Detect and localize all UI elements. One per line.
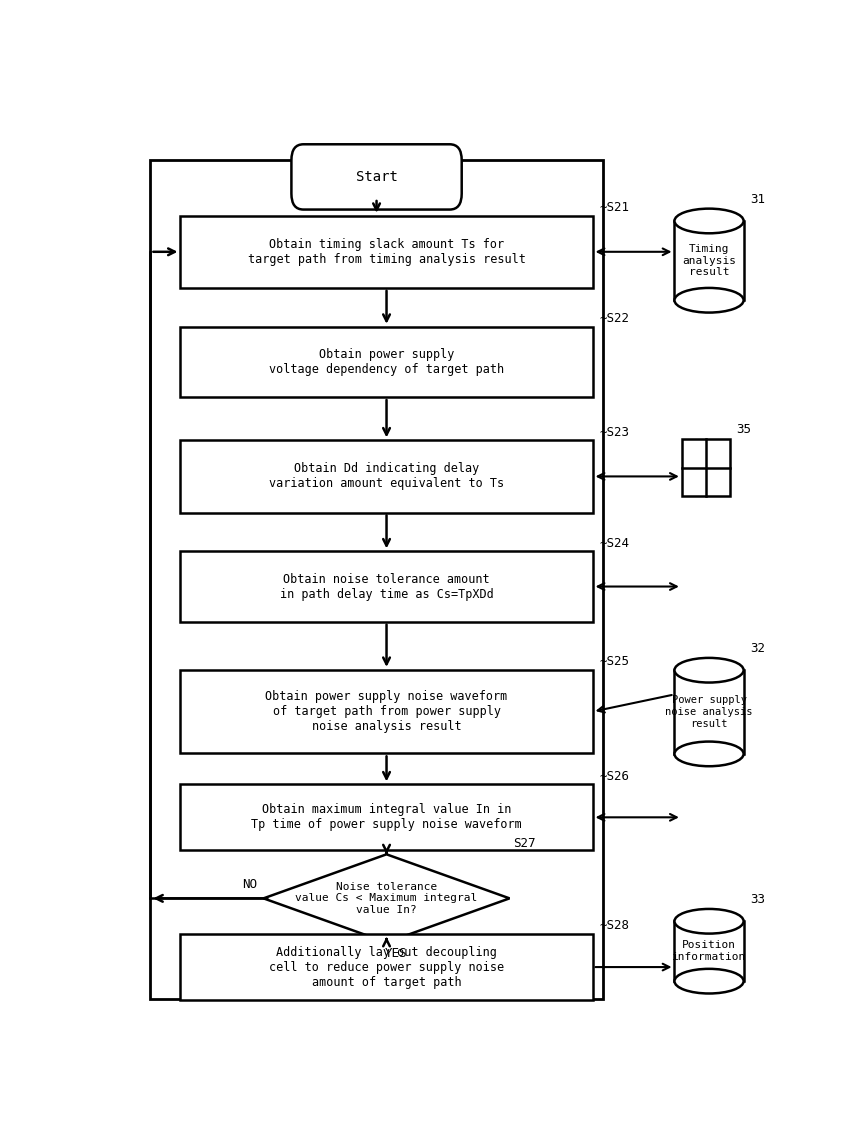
Polygon shape	[263, 855, 510, 943]
Text: ~S22: ~S22	[600, 312, 629, 325]
Ellipse shape	[674, 969, 744, 993]
Text: Start: Start	[355, 170, 397, 184]
Text: ~S26: ~S26	[600, 770, 629, 782]
Text: Timing
analysis
result: Timing analysis result	[682, 244, 736, 277]
FancyBboxPatch shape	[180, 216, 593, 288]
Text: Obtain maximum integral value In in
Tp time of power supply noise waveform: Obtain maximum integral value In in Tp t…	[251, 803, 522, 832]
FancyBboxPatch shape	[292, 144, 462, 209]
FancyBboxPatch shape	[150, 160, 602, 999]
Text: 31: 31	[750, 193, 765, 206]
Ellipse shape	[674, 658, 744, 683]
Ellipse shape	[674, 909, 744, 934]
FancyBboxPatch shape	[682, 439, 729, 496]
Text: 35: 35	[736, 423, 752, 436]
Text: ~S23: ~S23	[600, 426, 629, 438]
Text: ~S25: ~S25	[600, 656, 629, 668]
Text: NO: NO	[242, 879, 257, 891]
Text: Power supply
noise analysis
result: Power supply noise analysis result	[665, 696, 752, 729]
Polygon shape	[674, 921, 744, 982]
Ellipse shape	[674, 741, 744, 766]
Text: Obtain Dd indicating delay
variation amount equivalent to Ts: Obtain Dd indicating delay variation amo…	[269, 462, 505, 491]
Text: S27: S27	[513, 837, 535, 850]
FancyBboxPatch shape	[180, 551, 593, 622]
Text: 32: 32	[750, 642, 765, 656]
Text: Obtain power supply
voltage dependency of target path: Obtain power supply voltage dependency o…	[269, 348, 505, 376]
Text: Obtain noise tolerance amount
in path delay time as Cs=TpXDd: Obtain noise tolerance amount in path de…	[280, 572, 493, 601]
Text: Noise tolerance
value Cs < Maximum integral
value In?: Noise tolerance value Cs < Maximum integ…	[295, 882, 478, 915]
Ellipse shape	[674, 288, 744, 312]
Ellipse shape	[674, 208, 744, 233]
Polygon shape	[674, 221, 744, 300]
FancyBboxPatch shape	[180, 669, 593, 754]
FancyBboxPatch shape	[180, 934, 593, 1000]
FancyBboxPatch shape	[180, 440, 593, 513]
Text: Additionally lay out decoupling
cell to reduce power supply noise
amount of targ: Additionally lay out decoupling cell to …	[269, 946, 505, 988]
Text: Position
information: Position information	[672, 940, 746, 962]
Text: ~S21: ~S21	[600, 201, 629, 214]
FancyBboxPatch shape	[180, 785, 593, 850]
Polygon shape	[674, 670, 744, 754]
Text: YES: YES	[385, 947, 408, 960]
FancyBboxPatch shape	[180, 327, 593, 397]
Text: Obtain power supply noise waveform
of target path from power supply
noise analys: Obtain power supply noise waveform of ta…	[265, 690, 508, 733]
Text: 33: 33	[750, 893, 765, 906]
Text: ~S28: ~S28	[600, 920, 629, 932]
Text: Obtain timing slack amount Ts for
target path from timing analysis result: Obtain timing slack amount Ts for target…	[248, 238, 525, 265]
Text: ~S24: ~S24	[600, 537, 629, 549]
